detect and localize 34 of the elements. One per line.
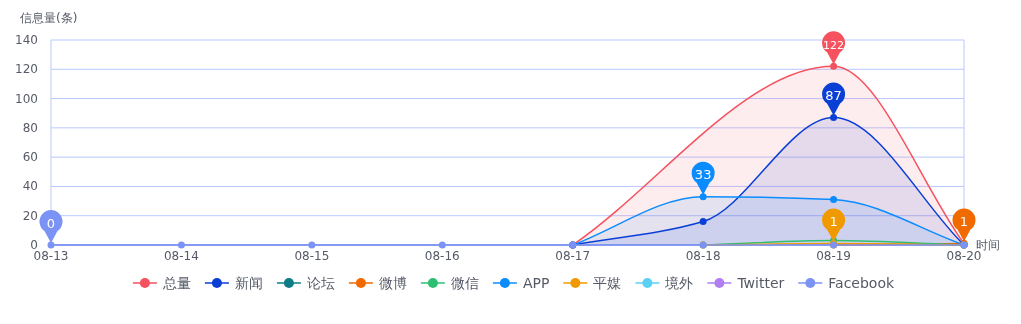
annotation: 87 <box>825 88 842 104</box>
annotation: 33 <box>694 167 712 183</box>
x-tick-label: 08-19 <box>816 249 852 263</box>
y-tick-label: 80 <box>22 120 38 135</box>
legend-label: Facebook <box>828 275 895 291</box>
legend-label: 境外 <box>664 275 694 291</box>
annotation: 122 <box>823 38 845 52</box>
annotation: 1 <box>959 214 969 230</box>
y-tick-label: 0 <box>30 238 38 252</box>
y-tick-label: 100 <box>15 91 38 106</box>
legend-label: 论坛 <box>306 275 335 291</box>
x-tick-label: 08-16 <box>424 249 460 263</box>
legend-label: Twitter <box>736 275 785 291</box>
x-tick-label: 08-14 <box>163 249 199 263</box>
legend-label: 新闻 <box>234 275 263 291</box>
legend-label: 微信 <box>450 275 479 291</box>
legend-label: APP <box>522 275 550 291</box>
y-tick-label: 120 <box>15 62 38 77</box>
annotation: 1 <box>829 214 838 230</box>
x-tick-label: 08-15 <box>294 249 330 263</box>
legend-label: 平媒 <box>593 275 622 291</box>
y-axis-title: 信息量(条) <box>20 11 78 25</box>
y-tick-label: 20 <box>22 208 38 223</box>
x-axis-title: 时间 <box>976 238 1000 252</box>
y-tick-label: 40 <box>22 179 38 194</box>
x-tick-label: 08-20 <box>946 249 982 263</box>
legend-label: 微博 <box>378 275 407 291</box>
y-tick-label: 140 <box>15 33 38 47</box>
legend-label: 总量 <box>161 275 191 291</box>
x-tick-label: 08-13 <box>33 249 69 263</box>
x-tick-label: 08-17 <box>555 249 591 263</box>
x-tick-label: 08-18 <box>685 249 721 263</box>
annotation: 0 <box>46 215 56 231</box>
y-tick-label: 60 <box>22 150 38 165</box>
